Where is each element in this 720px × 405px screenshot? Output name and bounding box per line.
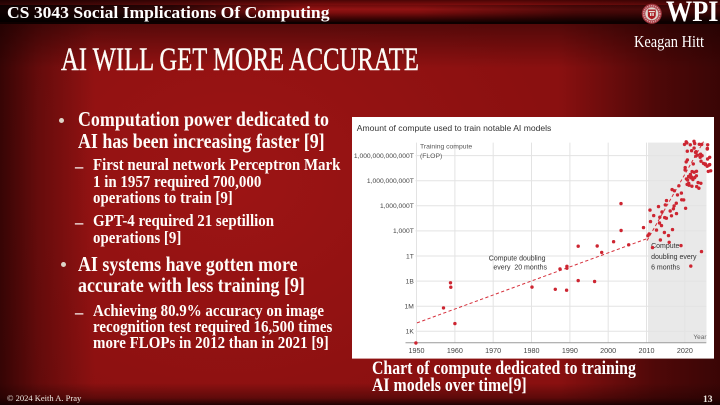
svg-text:1,000,000,000,000T: 1,000,000,000,000T — [353, 153, 413, 160]
svg-text:Training compute: Training compute — [420, 144, 472, 151]
svg-text:1960: 1960 — [446, 346, 462, 355]
svg-text:2000: 2000 — [600, 346, 616, 355]
svg-text:1,000T: 1,000T — [392, 229, 413, 236]
svg-text:1K: 1K — [405, 329, 414, 336]
svg-text:Compute: Compute — [651, 243, 679, 250]
svg-text:1,000,000,000T: 1,000,000,000T — [366, 178, 413, 185]
svg-text:1T: 1T — [405, 254, 413, 261]
svg-text:Year: Year — [693, 334, 707, 341]
svg-text:doubling every: doubling every — [651, 254, 697, 261]
svg-text:2010: 2010 — [638, 346, 654, 355]
svg-text:Amount of compute used to trai: Amount of compute used to train notable … — [356, 123, 551, 133]
svg-text:1B: 1B — [405, 279, 414, 286]
svg-text:6 months: 6 months — [651, 265, 680, 272]
svg-text:1990: 1990 — [561, 346, 577, 355]
svg-text:every 20 months: every 20 months — [493, 265, 547, 272]
svg-text:1980: 1980 — [523, 346, 539, 355]
svg-text:2020: 2020 — [676, 346, 692, 355]
svg-text:Compute doubling: Compute doubling — [488, 256, 545, 263]
svg-text:1950: 1950 — [408, 346, 424, 355]
svg-text:1970: 1970 — [485, 346, 501, 355]
svg-text:1M: 1M — [404, 304, 414, 311]
svg-text:1,000,000T: 1,000,000T — [379, 203, 413, 210]
svg-text:(FLOP): (FLOP) — [420, 153, 442, 160]
